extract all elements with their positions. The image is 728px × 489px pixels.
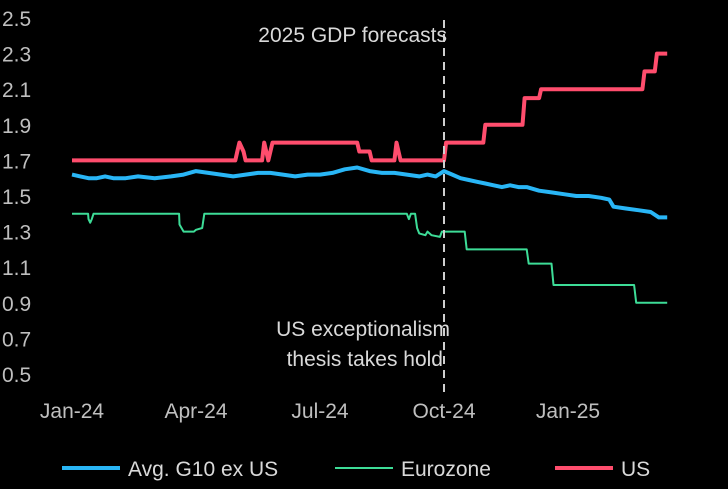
series-line-avg-g10-ex-us	[71, 165, 668, 220]
y-tick-label: 0.9	[2, 293, 31, 316]
legend-label: US	[621, 458, 650, 481]
y-tick-label: 2.1	[2, 79, 31, 102]
annotation-bottom-line2: thesis takes hold	[287, 348, 443, 371]
x-tick-label: Jan-24	[40, 400, 105, 423]
legend-label: Eurozone	[401, 458, 491, 481]
x-tick-label: Jan-25	[536, 400, 600, 423]
y-tick-label: 1.5	[2, 186, 31, 209]
series-lines	[71, 51, 668, 304]
y-tick-label: 2.5	[2, 8, 31, 31]
x-axis: Jan-24 Apr-24 Jul-24 Oct-24 Jan-25	[40, 400, 600, 423]
y-tick-label: 2.3	[2, 44, 31, 67]
annotation-top: 2025 GDP forecasts	[258, 24, 447, 47]
series-line-eurozone	[72, 212, 668, 304]
annotations: 2025 GDP forecasts US exceptionalism the…	[258, 20, 450, 392]
annotation-bottom-line1: US exceptionalism	[276, 318, 450, 341]
y-tick-label: 1.1	[2, 257, 31, 280]
legend: Avg. G10 ex US Eurozone US	[62, 458, 650, 481]
y-tick-label: 1.7	[2, 150, 31, 173]
x-tick-label: Oct-24	[412, 400, 475, 423]
y-axis: 0.5 0.7 0.9 1.1 1.3 1.5 1.7 1.9 2.1 2.3 2.5	[2, 8, 31, 387]
y-tick-label: 1.9	[2, 115, 31, 138]
y-tick-label: 1.3	[2, 222, 31, 245]
legend-label: Avg. G10 ex US	[128, 458, 278, 481]
x-tick-label: Apr-24	[164, 400, 227, 423]
y-tick-label: 0.7	[2, 328, 31, 351]
series-line-us	[72, 51, 668, 163]
x-tick-label: Jul-24	[291, 400, 349, 423]
y-tick-label: 0.5	[2, 364, 31, 387]
